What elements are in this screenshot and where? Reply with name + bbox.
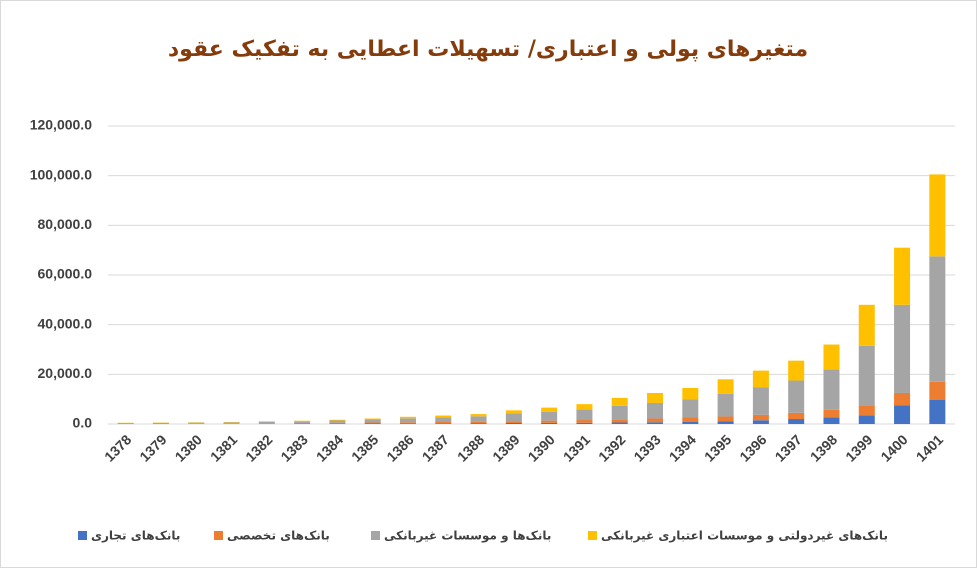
bar-segment	[294, 423, 310, 424]
bar-segment	[612, 406, 628, 419]
y-tick-label: 120,000.0	[30, 117, 92, 133]
bar-segment	[576, 423, 592, 424]
bar-segment	[435, 417, 451, 422]
bar-segment	[788, 361, 804, 381]
bar-segment	[435, 422, 451, 423]
bar-segment	[506, 410, 522, 413]
bar-segment	[718, 379, 734, 393]
y-tick-label: 40,000.0	[38, 315, 93, 331]
bar-segment	[788, 413, 804, 419]
bar-segment	[929, 174, 945, 256]
bar-segment	[788, 419, 804, 424]
legend-label: بانک‌های تجاری	[91, 529, 180, 543]
bar-segment	[294, 421, 310, 422]
legend-marker	[214, 531, 223, 540]
bar-segment	[753, 420, 769, 424]
legend-label: بانک‌ها و موسسات غیربانکی	[384, 529, 551, 544]
bar-segment	[612, 423, 628, 424]
bar-segment	[859, 305, 875, 346]
bar-segment	[718, 417, 734, 422]
bar-segment	[894, 305, 910, 393]
bar-segment	[471, 422, 487, 423]
bar-segment	[647, 419, 663, 423]
bar-segment	[400, 417, 416, 418]
y-tick-label: 60,000.0	[38, 266, 93, 282]
bar-segment	[894, 393, 910, 405]
bar-segment	[788, 381, 804, 413]
bar-segment	[647, 403, 663, 419]
legend-marker	[78, 531, 87, 540]
bar-segment	[753, 387, 769, 414]
bar-segment	[718, 422, 734, 424]
bar-segment	[400, 423, 416, 424]
bar-segment	[506, 421, 522, 423]
bar-segment	[929, 400, 945, 424]
bar-segment	[329, 421, 345, 423]
bar-segment	[365, 420, 381, 423]
bar-segment	[400, 418, 416, 422]
bar-segment	[435, 416, 451, 418]
bar-segment	[753, 415, 769, 420]
bar-segment	[894, 248, 910, 305]
legend-label: بانک‌های تخصصی	[227, 529, 330, 543]
y-tick-label: 100,000.0	[30, 166, 92, 182]
bar-segment	[435, 423, 451, 424]
bar-segment	[682, 388, 698, 399]
bar-segment	[471, 414, 487, 416]
y-tick-label: 80,000.0	[38, 216, 93, 232]
bar-segment	[365, 423, 381, 424]
bar-segment	[929, 256, 945, 381]
bar-segment	[153, 423, 169, 424]
bar-segment	[612, 419, 628, 422]
bar-segment	[294, 421, 310, 423]
bar-segment	[647, 422, 663, 424]
bar-segment	[823, 417, 839, 424]
bar-segment	[259, 423, 275, 424]
legend-marker	[588, 531, 597, 540]
bar-segment	[682, 418, 698, 422]
bar-segment	[682, 422, 698, 424]
bar-segment	[859, 346, 875, 406]
bar-segment	[859, 405, 875, 415]
bar-segment	[541, 421, 557, 423]
bar-segment	[612, 398, 628, 406]
bar-segment	[188, 423, 204, 424]
bar-segment	[541, 412, 557, 421]
bar-segment	[859, 415, 875, 424]
bar-segment	[400, 422, 416, 423]
bar-segment	[506, 414, 522, 422]
bar-segment	[682, 399, 698, 417]
legend-label: بانک‌های غیردولتی و موسسات اعتباری غیربا…	[601, 529, 888, 544]
bar-segment	[329, 420, 345, 421]
bar-segment	[823, 369, 839, 409]
bar-segment	[541, 423, 557, 424]
legend-marker	[371, 531, 380, 540]
bar-segment	[823, 345, 839, 370]
bar-segment	[894, 405, 910, 424]
bar-segment	[823, 410, 839, 417]
chart-title: متغیرهای پولی و اعتباری/ تسهیلات اعطایی …	[168, 37, 808, 62]
bar-segment	[541, 408, 557, 412]
bar-segment	[753, 371, 769, 388]
bar-segment	[259, 422, 275, 423]
bar-segment	[224, 422, 240, 423]
bar-segment	[365, 419, 381, 420]
bar-segment	[929, 382, 945, 400]
y-tick-label: 0.0	[73, 415, 93, 431]
bar-segment	[329, 423, 345, 424]
bar-segment	[576, 410, 592, 420]
bar-segment	[647, 393, 663, 403]
bar-segment	[471, 416, 487, 421]
bar-segment	[506, 423, 522, 424]
bar-segment	[718, 394, 734, 417]
bar-segment	[471, 423, 487, 424]
y-tick-label: 20,000.0	[38, 365, 93, 381]
bar-segment	[576, 420, 592, 423]
bar-segment	[576, 404, 592, 409]
